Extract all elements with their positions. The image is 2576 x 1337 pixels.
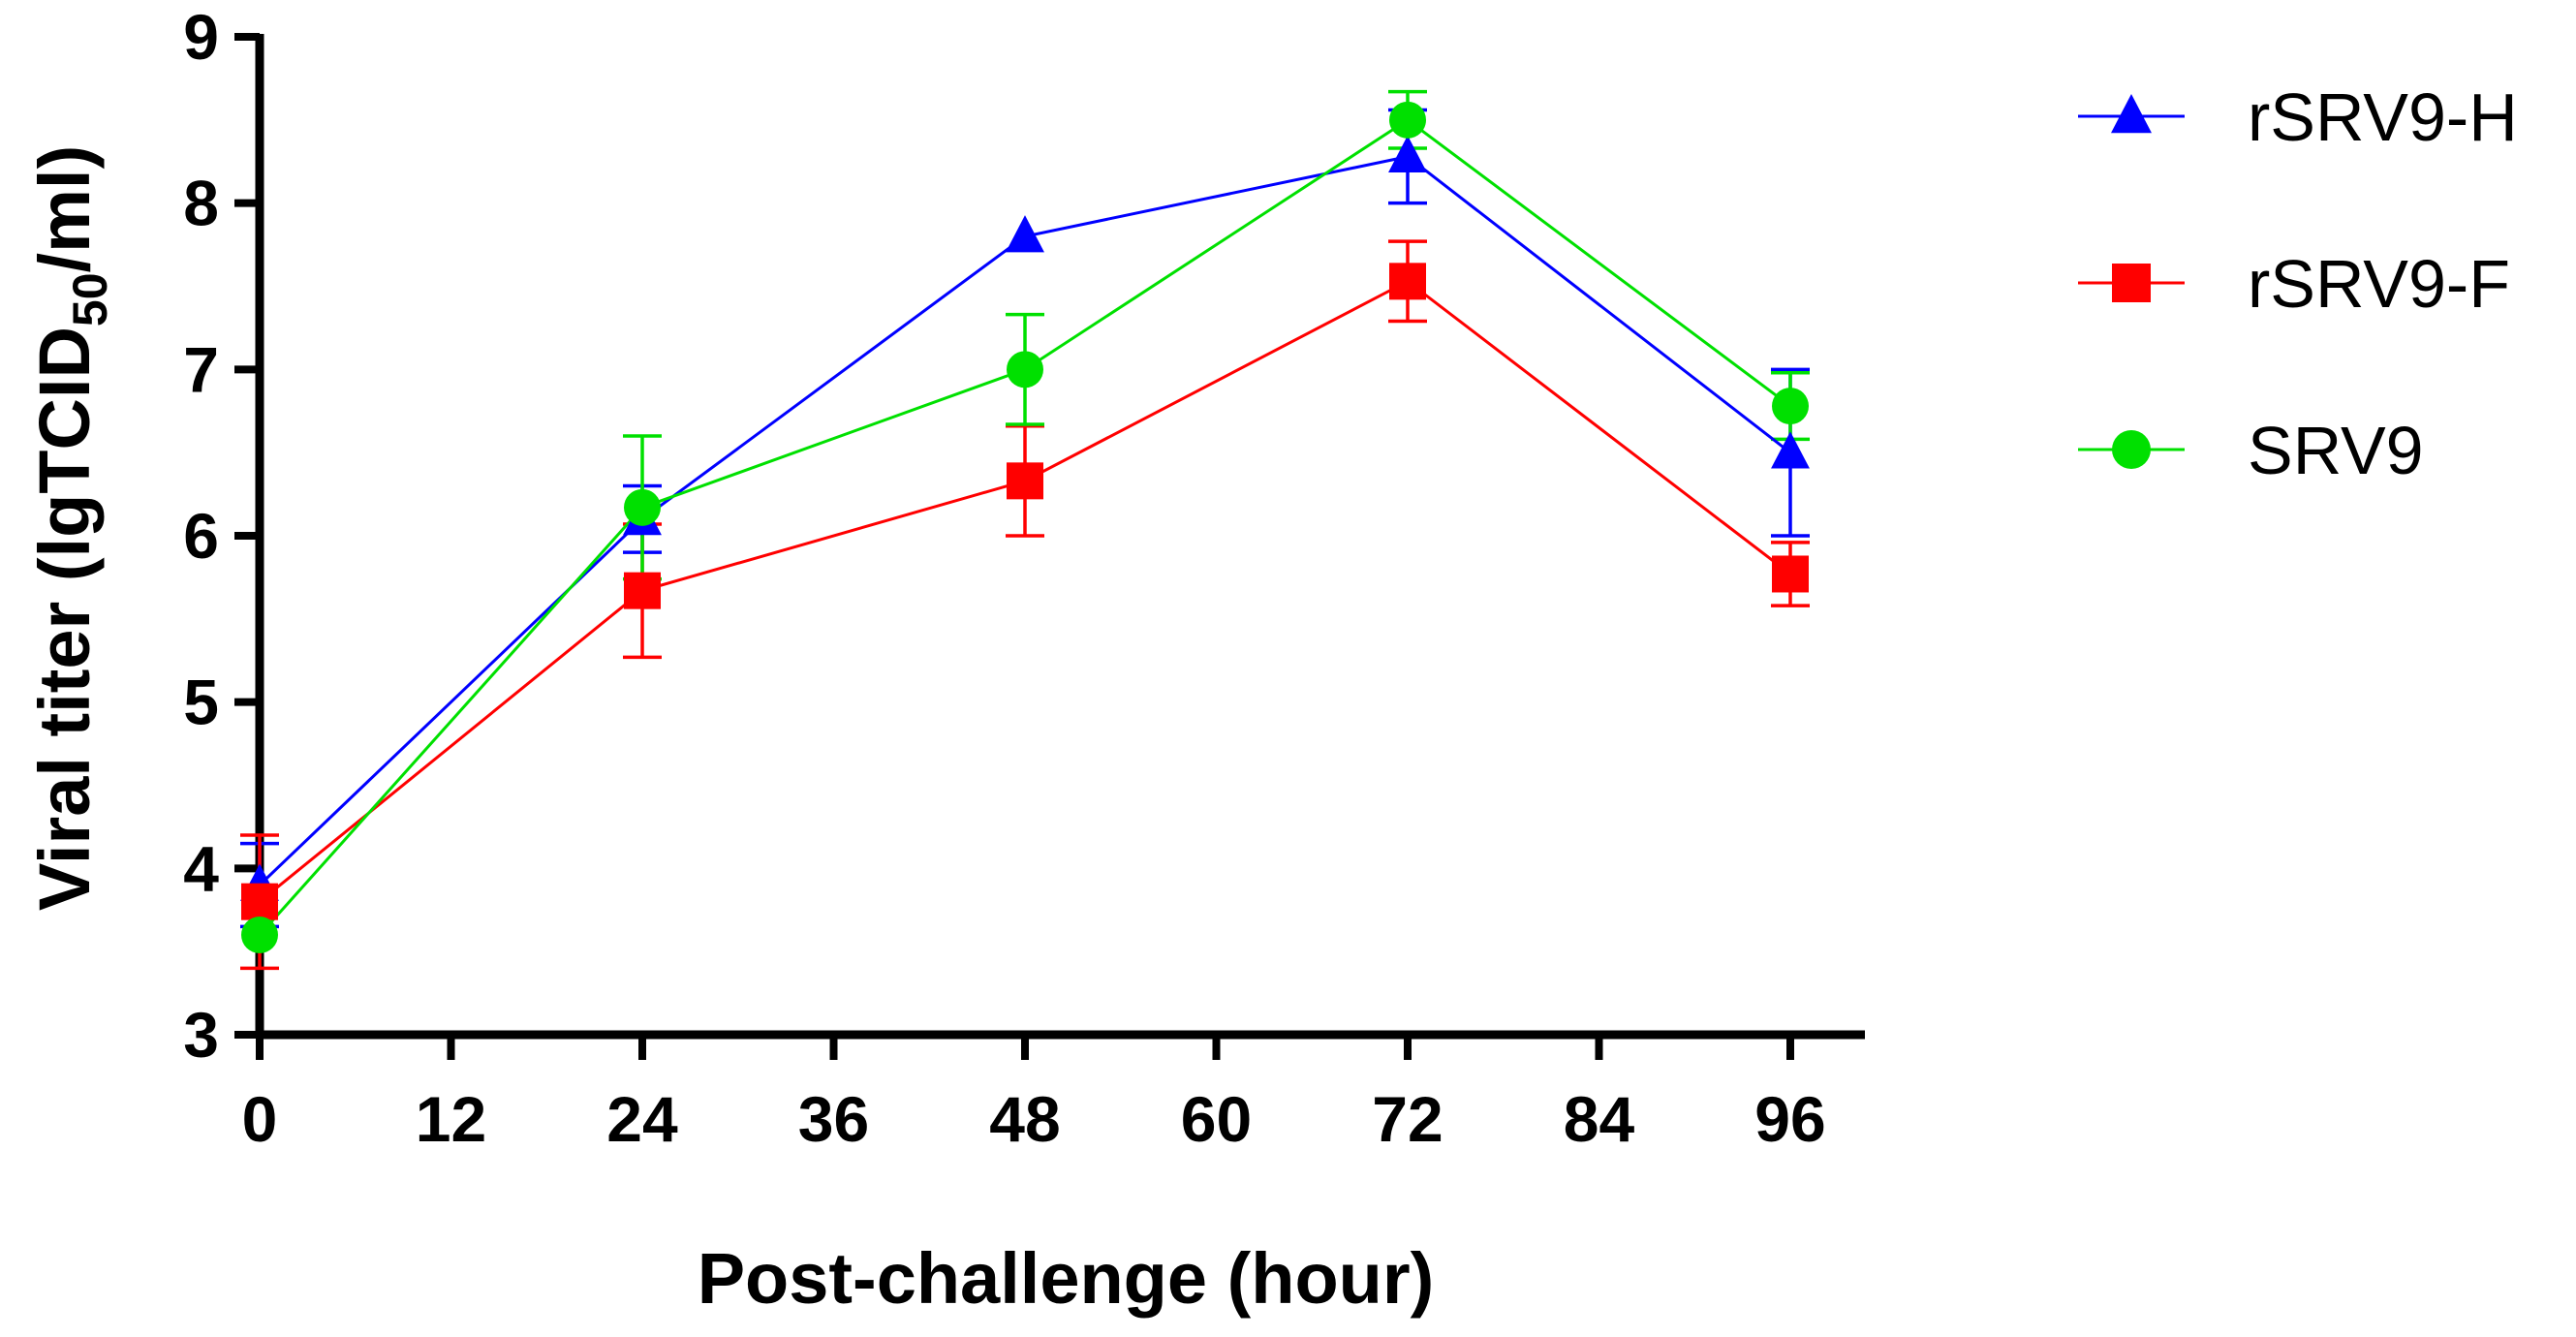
- x-tick-label: 72: [1372, 1083, 1443, 1155]
- y-tick-label: 3: [183, 999, 219, 1071]
- axes: [234, 33, 1865, 1060]
- y-tick-label: 8: [183, 168, 219, 239]
- x-tick-label: 84: [1564, 1083, 1635, 1155]
- rsrv9-h-marker: [1771, 431, 1810, 469]
- x-tick-label: 96: [1754, 1083, 1825, 1155]
- srv9-marker: [1389, 101, 1426, 139]
- y-axis-title-end: /ml): [24, 145, 105, 273]
- legend-srv9-marker: [2112, 430, 2151, 469]
- legend-rsrv9-h-label: rSRV9-H: [2248, 79, 2518, 155]
- y-tick-label: 7: [183, 333, 219, 405]
- y-axis-title: Viral titer (lgTCID50/ml): [24, 145, 117, 911]
- rsrv9-h-marker: [1006, 215, 1044, 253]
- x-tick-label: 12: [416, 1083, 486, 1155]
- srv9-marker: [1772, 388, 1809, 425]
- srv9-marker: [1007, 351, 1043, 389]
- srv9-marker: [624, 488, 661, 526]
- legend-rsrv9-h-marker: [2111, 94, 2152, 134]
- rsrv9-f-marker: [241, 883, 278, 920]
- y-tick-label: 9: [183, 1, 219, 73]
- rsrv9-f-marker: [624, 572, 661, 609]
- x-tick-label: 60: [1181, 1083, 1252, 1155]
- x-tick-label: 0: [242, 1083, 278, 1155]
- x-tick-label: 36: [798, 1083, 869, 1155]
- legend-rsrv9-f-marker: [2112, 264, 2151, 302]
- rsrv9-f-marker: [1772, 555, 1809, 593]
- rsrv9-f-marker: [1389, 263, 1426, 300]
- tick-labels: 3 4 5 6 7 8 9 0 12 24 36 48 60 72 84 96: [183, 1, 1825, 1155]
- y-tick-label: 4: [183, 832, 219, 904]
- srv9-marker: [241, 917, 278, 953]
- y-axis-title-subscript: 50: [63, 272, 117, 326]
- legend-rsrv9-f-label: rSRV9-F: [2248, 246, 2510, 322]
- x-tick-label: 24: [606, 1083, 678, 1155]
- legend: rSRV9-H rSRV9-F SRV9: [2078, 79, 2518, 488]
- x-axis-title: Post-challenge (hour): [698, 1238, 1435, 1319]
- series-markers: [240, 101, 1810, 953]
- y-axis-title-main: Viral titer (lgTCID: [24, 326, 105, 911]
- x-tick-label: 48: [989, 1083, 1060, 1155]
- rsrv9-h-marker: [1388, 135, 1427, 172]
- y-tick-label: 5: [183, 667, 219, 738]
- rsrv9-f-marker: [1007, 462, 1043, 500]
- y-tick-label: 6: [183, 500, 219, 572]
- legend-srv9-label: SRV9: [2248, 413, 2424, 488]
